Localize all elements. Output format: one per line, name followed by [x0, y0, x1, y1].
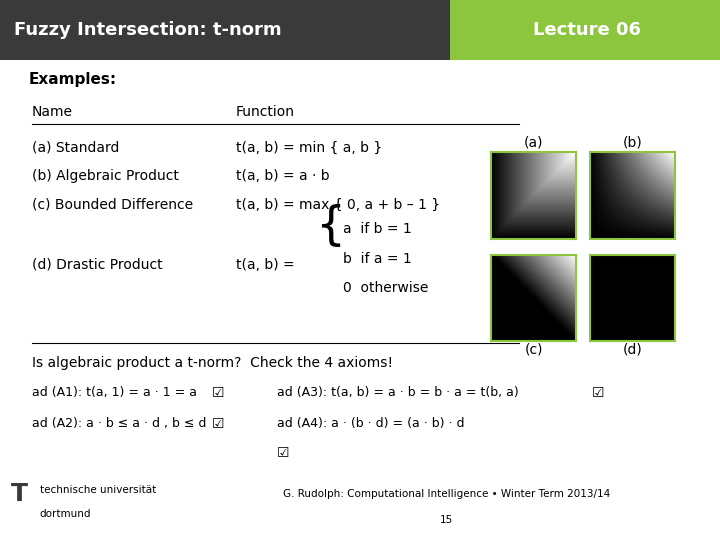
Text: a  if b = 1: a if b = 1	[343, 222, 411, 236]
Text: Lecture 06: Lecture 06	[533, 21, 641, 39]
Text: Function: Function	[235, 105, 294, 119]
Text: ☑: ☑	[212, 386, 224, 400]
Text: 0  otherwise: 0 otherwise	[343, 281, 428, 295]
Text: t(a, b) = min { a, b }: t(a, b) = min { a, b }	[235, 140, 382, 154]
Text: Is algebraic product a t-norm?  Check the 4 axioms!: Is algebraic product a t-norm? Check the…	[32, 356, 392, 370]
Text: T: T	[11, 482, 28, 507]
Text: t(a, b) = a · b: t(a, b) = a · b	[235, 169, 329, 183]
Text: (a): (a)	[523, 136, 544, 150]
Text: {: {	[315, 204, 345, 249]
Text: (a) Standard: (a) Standard	[32, 140, 119, 154]
Text: ad (A3): t(a, b) = a · b = b · a = t(b, a): ad (A3): t(a, b) = a · b = b · a = t(b, …	[277, 386, 519, 399]
Text: (d): (d)	[623, 342, 643, 356]
Text: ☑: ☑	[212, 417, 224, 431]
Text: ad (A2): a · b ≤ a · d , b ≤ d: ad (A2): a · b ≤ a · d , b ≤ d	[32, 417, 206, 430]
Text: (b) Algebraic Product: (b) Algebraic Product	[32, 169, 179, 183]
Text: Fuzzy Intersection: t-norm: Fuzzy Intersection: t-norm	[14, 21, 282, 39]
Text: G. Rudolph: Computational Intelligence • Winter Term 2013/14: G. Rudolph: Computational Intelligence •…	[283, 489, 610, 500]
Text: ☑: ☑	[592, 386, 604, 400]
Text: ☑: ☑	[277, 446, 289, 460]
Text: ad (A1): t(a, 1) = a · 1 = a: ad (A1): t(a, 1) = a · 1 = a	[32, 386, 197, 399]
Text: (c): (c)	[524, 342, 543, 356]
FancyBboxPatch shape	[450, 0, 720, 60]
Text: (b): (b)	[623, 136, 643, 150]
Text: b  if a = 1: b if a = 1	[343, 252, 411, 266]
Text: (d) Drastic Product: (d) Drastic Product	[32, 258, 162, 272]
Text: Examples:: Examples:	[28, 72, 117, 87]
Text: ad (A4): a · (b · d) = (a · b) · d: ad (A4): a · (b · d) = (a · b) · d	[277, 417, 464, 430]
Text: dortmund: dortmund	[40, 509, 91, 519]
Text: t(a, b) = max { 0, a + b – 1 }: t(a, b) = max { 0, a + b – 1 }	[235, 198, 440, 212]
FancyBboxPatch shape	[0, 0, 450, 60]
Text: Name: Name	[32, 105, 73, 119]
Text: t(a, b) =: t(a, b) =	[235, 258, 294, 272]
Text: technische universität: technische universität	[40, 485, 156, 495]
Text: (c) Bounded Difference: (c) Bounded Difference	[32, 198, 193, 212]
Text: 15: 15	[440, 515, 453, 525]
